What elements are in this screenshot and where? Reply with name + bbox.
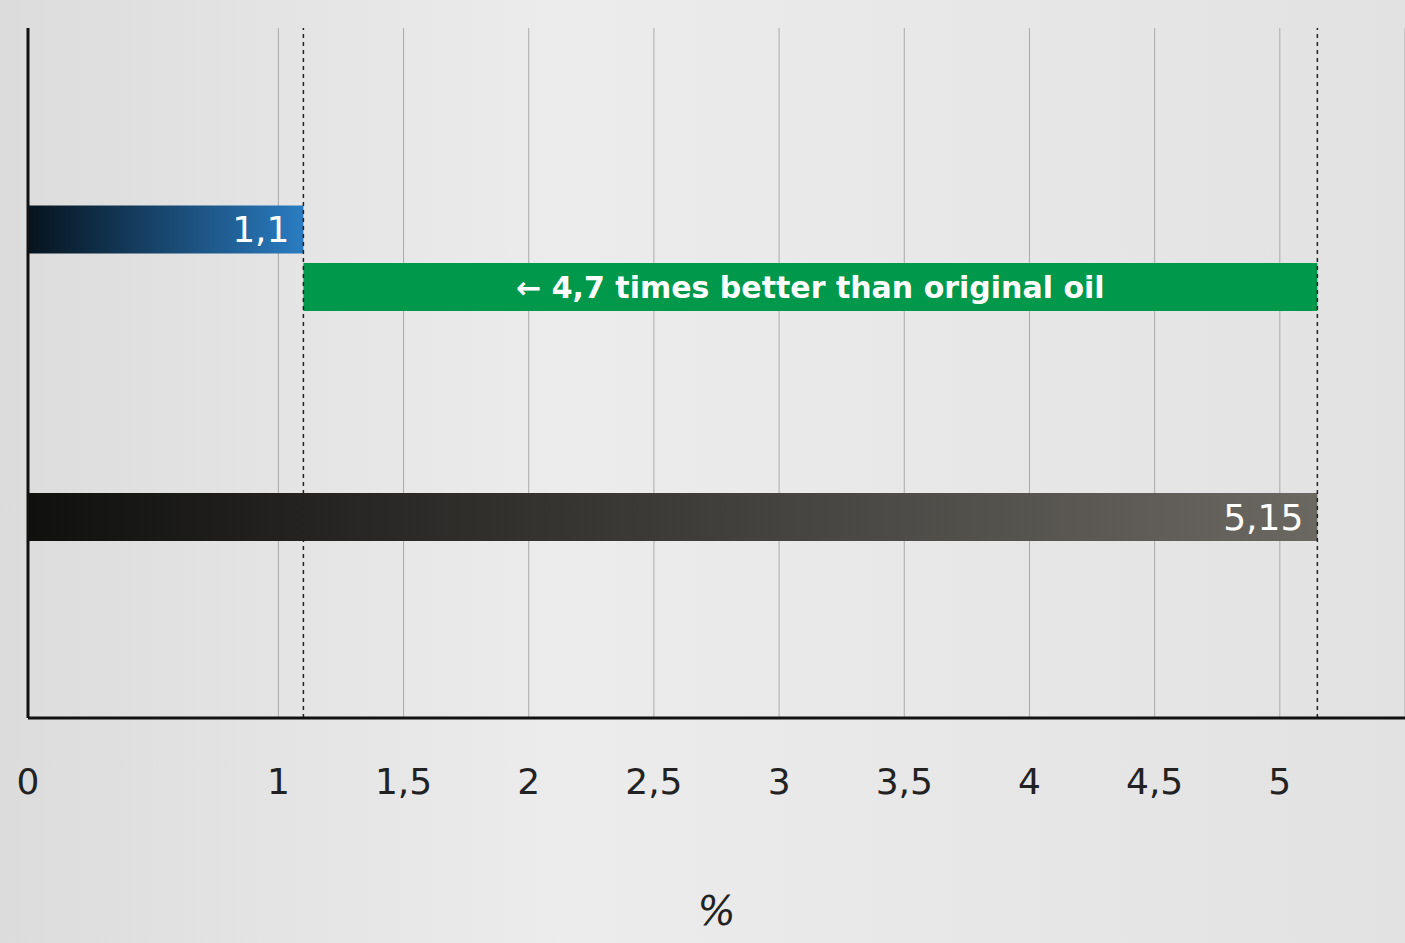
svg-text:2,5: 2,5 [625,761,682,802]
svg-text:← 4,7 times better than origin: ← 4,7 times better than original oil [516,270,1105,305]
svg-text:1,1: 1,1 [232,209,289,250]
svg-text:1: 1 [267,761,290,802]
svg-text:2: 2 [517,761,540,802]
svg-text:3: 3 [768,761,791,802]
svg-text:0: 0 [17,761,40,802]
svg-text:4,5: 4,5 [1126,761,1183,802]
svg-text:4: 4 [1018,761,1041,802]
svg-text:3,5: 3,5 [876,761,933,802]
svg-text:1,5: 1,5 [375,761,432,802]
svg-text:5: 5 [1268,761,1291,802]
svg-text:%: % [697,888,735,934]
svg-text:5,15: 5,15 [1223,497,1303,538]
